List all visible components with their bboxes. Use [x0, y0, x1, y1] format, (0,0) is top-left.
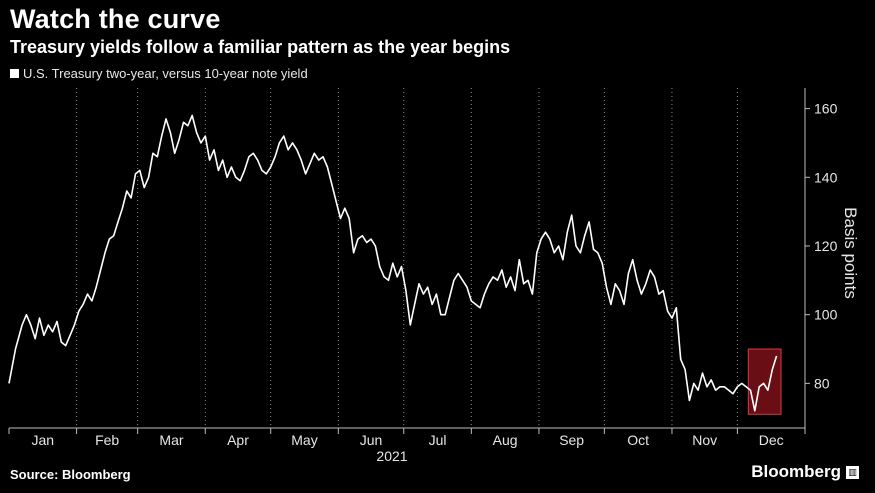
legend: U.S. Treasury two-year, versus 10-year n…: [10, 66, 308, 81]
brand-logo: Bloomberg ▥: [751, 462, 859, 482]
x-tick-label-jan: Jan: [32, 432, 55, 448]
brand-name: Bloomberg: [751, 462, 841, 481]
x-year-label: 2021: [376, 448, 407, 464]
legend-swatch: [10, 69, 19, 78]
x-tick-label-dec: Dec: [759, 432, 784, 448]
y-tick-label: 100: [814, 307, 838, 323]
x-tick-label-apr: Apr: [227, 432, 249, 448]
source-note: Source: Bloomberg: [10, 467, 131, 482]
y-tick-label: 160: [814, 101, 838, 117]
y-tick-label: 120: [814, 238, 838, 254]
x-tick-label-aug: Aug: [493, 432, 518, 448]
chart-title: Watch the curve: [10, 4, 221, 34]
y-axis-title: Basis points: [841, 207, 860, 299]
x-tick-label-jul: Jul: [429, 432, 447, 448]
x-tick-label-jun: Jun: [360, 432, 383, 448]
x-tick-label-may: May: [291, 432, 317, 448]
bloomberg-terminal-icon: ▥: [846, 465, 859, 479]
x-tick-label-oct: Oct: [627, 432, 649, 448]
x-tick-label-sep: Sep: [559, 432, 584, 448]
x-tick-label-feb: Feb: [95, 432, 119, 448]
series-line: [8, 114, 778, 412]
y-tick-label: 140: [814, 169, 838, 185]
x-tick-label-mar: Mar: [159, 432, 183, 448]
chart-subtitle: Treasury yields follow a familiar patter…: [10, 37, 511, 57]
x-tick-label-nov: Nov: [692, 432, 717, 448]
legend-label: U.S. Treasury two-year, versus 10-year n…: [23, 66, 308, 81]
y-tick-label: 80: [814, 375, 830, 391]
